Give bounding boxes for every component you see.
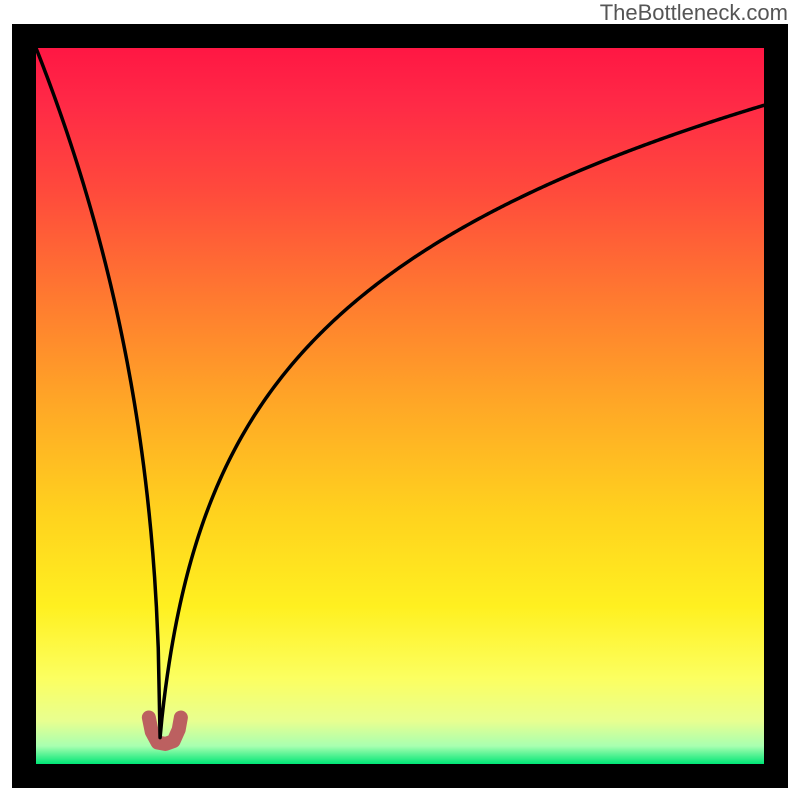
trough-marker — [149, 717, 181, 743]
bottleneck-curve — [36, 48, 764, 738]
bottleneck-chart: TheBottleneck.com — [0, 0, 800, 800]
watermark-text: TheBottleneck.com — [600, 0, 788, 26]
chart-svg-overlay — [0, 0, 800, 800]
